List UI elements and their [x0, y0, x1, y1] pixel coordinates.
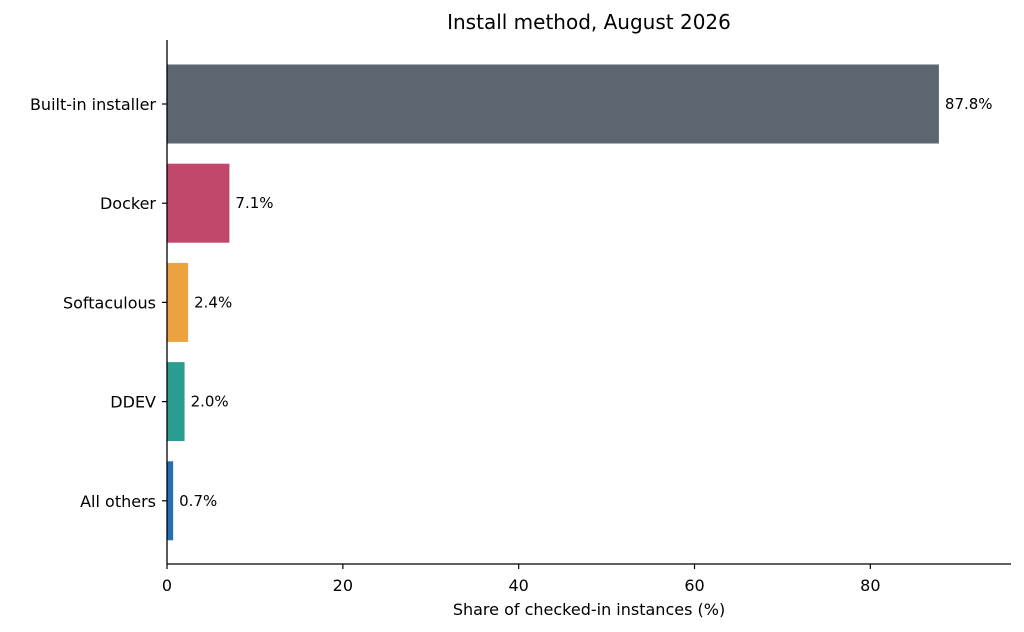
x-axis-label: Share of checked-in instances (%) — [453, 600, 725, 619]
axes-layer: Built-in installer Docker Softaculous DDEV A… — [30, 40, 1011, 595]
y-tick-label: All others — [80, 492, 156, 511]
bars-layer: 87.8% 7.1% 2.4% 2.0% 0.7% — [167, 64, 993, 541]
bar — [167, 163, 230, 243]
x-tick-label: 80 — [860, 576, 880, 595]
y-tick-label: Built-in installer — [30, 95, 156, 114]
x-tick-label: 40 — [508, 576, 528, 595]
y-tick-label: Softaculous — [63, 293, 156, 312]
y-tick-label: Docker — [100, 194, 156, 213]
x-tick-label: 60 — [684, 576, 704, 595]
bar — [167, 64, 939, 144]
data-label: 0.7% — [179, 492, 217, 510]
x-tick-label: 20 — [333, 576, 353, 595]
y-tick-label: DDEV — [110, 393, 156, 412]
data-label: 2.0% — [191, 393, 229, 411]
data-label: 7.1% — [235, 194, 273, 212]
bar — [167, 262, 189, 342]
chart-title: Install method, August 2026 — [447, 10, 731, 34]
x-tick-label: 0 — [162, 576, 172, 595]
data-label: 2.4% — [194, 293, 232, 311]
bar — [167, 362, 185, 442]
bar — [167, 461, 174, 541]
data-label: 87.8% — [945, 95, 993, 113]
